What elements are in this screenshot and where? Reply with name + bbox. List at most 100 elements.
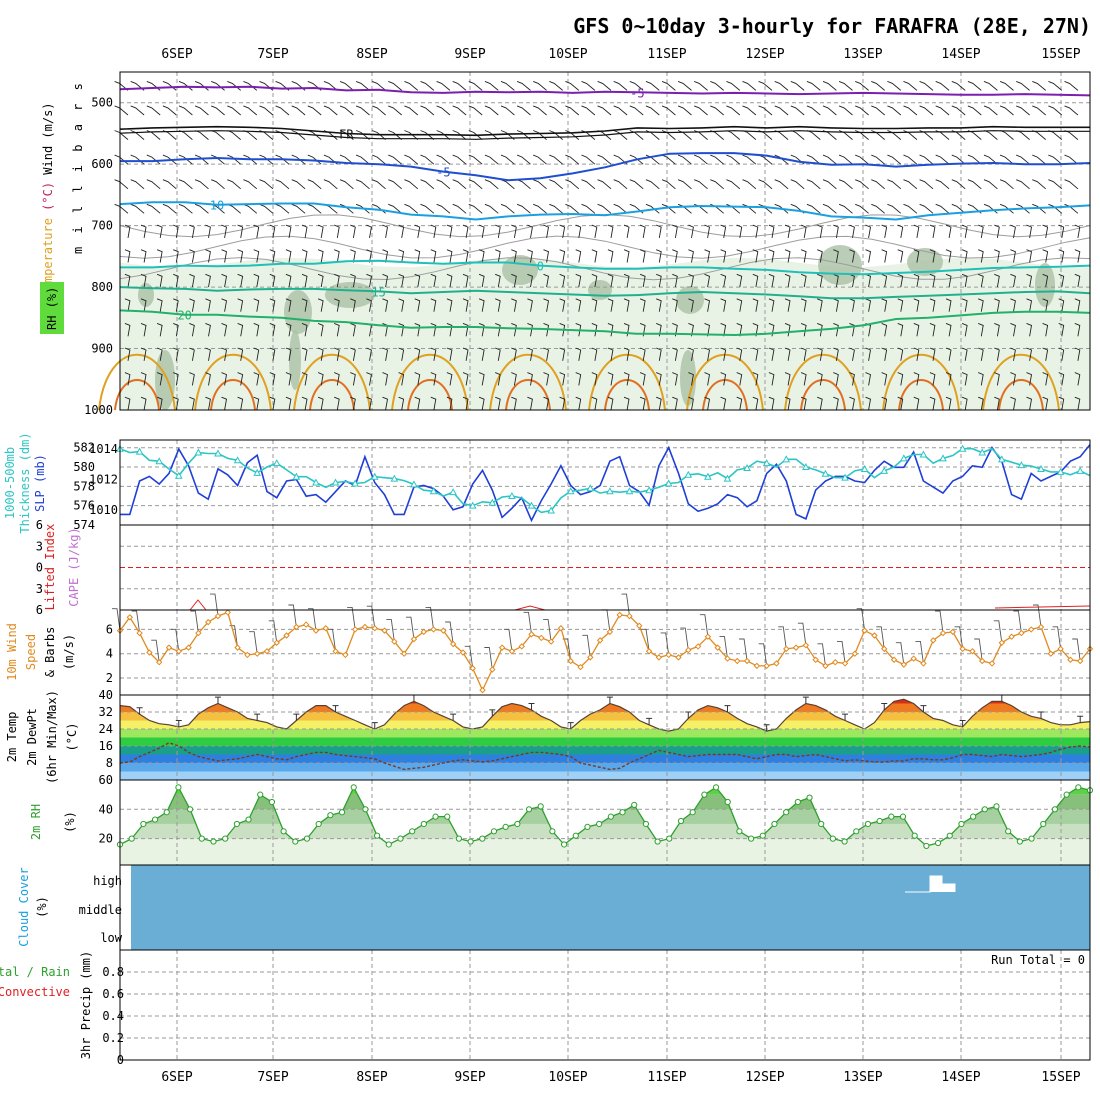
wind-barb: [269, 249, 276, 263]
wind-barb: [178, 80, 193, 91]
rh-marker: [420, 820, 427, 828]
wind-barb: [1032, 154, 1046, 165]
wind-marker: [244, 651, 251, 659]
wind-barb: [291, 154, 306, 165]
series-line: [120, 444, 1091, 523]
wind-barb: [575, 273, 582, 288]
isotherm-30: [210, 379, 256, 411]
wind-barb: [1048, 203, 1063, 214]
wind-barb: [275, 179, 290, 190]
wind-barb: [269, 396, 276, 411]
wind-barb: [919, 203, 934, 214]
wind-barb: [758, 105, 773, 116]
wind-barb: [414, 322, 421, 337]
wind-marker: [312, 627, 320, 634]
wind-barb: [736, 224, 743, 238]
wind-barb: [720, 322, 727, 337]
wind-barb: [871, 154, 885, 165]
rh-marker: [490, 828, 498, 835]
minmax-bar: [763, 724, 770, 732]
rh-marker: [292, 838, 299, 845]
wind-barb: [243, 154, 258, 165]
wind-barb: [800, 224, 807, 238]
minmax-bar: [959, 720, 966, 727]
wind-barb: [999, 80, 1014, 91]
wind-marker: [479, 686, 486, 694]
pressure-tick: 1000: [84, 403, 113, 417]
rh-marker: [444, 813, 451, 820]
rh-marker: [981, 806, 988, 813]
wind-barb: [704, 298, 711, 312]
wind-barb: [124, 322, 131, 337]
wind-tick: 6: [106, 622, 113, 636]
wind-barb: [495, 298, 501, 312]
wind-barb: [597, 80, 612, 91]
wind-barb: [768, 396, 775, 411]
wind-marker: [224, 609, 231, 616]
wind-barb: [205, 224, 211, 238]
wind-marker: [263, 648, 271, 655]
slp-tick: 1012: [89, 472, 118, 486]
wind-barb: [1042, 273, 1049, 288]
thickness-marker: [958, 444, 967, 452]
wind-barb: [961, 322, 968, 337]
rh-marker: [829, 835, 836, 842]
wind-barb: [146, 154, 161, 165]
thickness-marker: [860, 464, 869, 472]
wind-barb: [398, 396, 405, 411]
wind-barb: [124, 224, 131, 238]
wind-marker: [920, 660, 927, 667]
wind-barb: [194, 203, 209, 214]
rh-marker: [970, 813, 977, 820]
thickness-tick: 578: [73, 479, 95, 493]
rh-label: RH (%): [45, 287, 59, 330]
wind-barb: [452, 130, 467, 140]
wind-barb: [983, 105, 998, 116]
wind-barb: [978, 249, 984, 263]
thickness-marker: [566, 487, 575, 495]
wind-barb: [591, 224, 598, 238]
wind-barb: [355, 105, 370, 116]
wind-barb: [140, 372, 147, 386]
date-label: 8SEP: [356, 47, 387, 62]
wind-barb: [994, 224, 1000, 238]
wind-barb: [285, 396, 292, 411]
temp-band: [120, 699, 1090, 704]
rh-marker: [303, 835, 311, 842]
thickness-marker: [997, 455, 1006, 463]
wind-barb: [994, 249, 1000, 263]
wind-marker: [655, 654, 663, 661]
wind-barb: [833, 224, 839, 238]
wind-barb: [527, 249, 533, 263]
wind-barb: [382, 396, 389, 411]
wind-barb: [178, 203, 193, 214]
wind-barb: [672, 273, 678, 288]
date-label: 7SEP: [257, 1070, 288, 1085]
rh-marker: [525, 806, 533, 813]
wind-barb: [140, 224, 147, 238]
minmax-bar: [724, 705, 731, 712]
wind-marker: [851, 650, 859, 657]
wind-barb: [189, 322, 195, 337]
date-label: 15SEP: [1041, 1070, 1080, 1085]
rh-marker: [374, 832, 381, 839]
wind-barb: [131, 610, 141, 634]
wind-barb: [897, 322, 904, 337]
wind-barb: [452, 80, 467, 91]
wind-barb: [436, 105, 451, 116]
rh-marker: [210, 838, 217, 845]
wind-barb: [275, 203, 290, 214]
wind-marker: [332, 648, 339, 655]
wind-barb: [162, 203, 177, 214]
wind-barb: [800, 249, 807, 263]
wind-barb: [285, 372, 292, 386]
rh-marker: [1028, 835, 1035, 842]
wind-barb: [656, 273, 662, 288]
wind-barb: [694, 154, 708, 165]
wind-barb: [533, 80, 547, 91]
wind-barb: [221, 372, 228, 386]
wind-barb: [1058, 273, 1065, 288]
wind-barb: [954, 626, 964, 649]
rh-marker: [771, 820, 778, 828]
thickness-marker: [351, 479, 359, 487]
